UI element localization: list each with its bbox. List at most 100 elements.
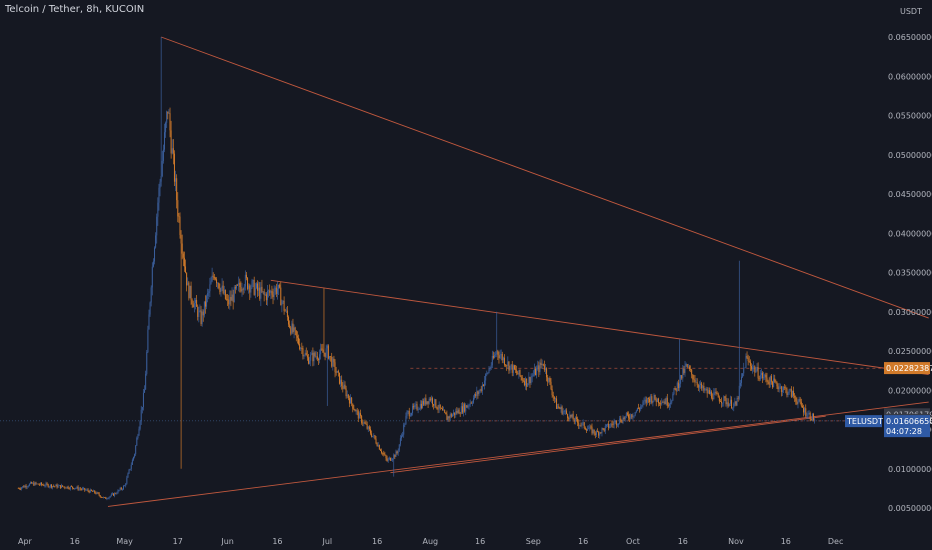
candle-body [691, 369, 693, 375]
candle-body [386, 458, 388, 462]
candle-body [436, 407, 438, 409]
candle-body [416, 404, 418, 410]
candle-body [389, 457, 391, 461]
candle-body [639, 408, 641, 410]
candle-body [140, 409, 142, 422]
candle-body [543, 365, 545, 370]
candle-body [789, 388, 791, 390]
candle-body [137, 435, 139, 439]
candle-body [728, 403, 730, 407]
candle-body [27, 486, 29, 487]
x-tick-label: May [116, 537, 133, 546]
candle-body [48, 486, 50, 488]
candle-body [762, 372, 764, 379]
candle-body [754, 366, 756, 373]
candle-body [300, 348, 302, 350]
candle-body [528, 377, 530, 384]
candle-body [136, 438, 138, 446]
candle-body [158, 187, 160, 203]
candle-body [491, 355, 493, 366]
candle-body [665, 397, 667, 405]
candle-body [731, 399, 733, 409]
candle-body [354, 409, 356, 412]
candle-body [537, 365, 539, 369]
candle-body [38, 484, 40, 486]
candle-body [766, 377, 768, 382]
candle-body [525, 378, 527, 386]
candle-body [312, 352, 314, 362]
candle-body [322, 349, 324, 353]
candle-body [320, 348, 322, 355]
candle-body [377, 445, 379, 447]
candle-body [516, 369, 518, 374]
candle-body [33, 482, 35, 486]
candle-body [231, 294, 233, 301]
candle-body [727, 402, 729, 407]
candle-body [447, 416, 449, 420]
candle-body [182, 253, 184, 258]
candle-body [129, 468, 131, 470]
x-tick-label: Nov [728, 537, 744, 546]
candle-body [146, 352, 148, 374]
y-tick-label: 0.04000000 [888, 229, 932, 238]
candle-body [621, 421, 623, 423]
candle-body [729, 399, 731, 404]
candle-body [37, 483, 39, 485]
candle-body [767, 381, 769, 383]
candle-body [622, 417, 624, 423]
candle-body [490, 365, 492, 369]
candle-body [769, 376, 771, 385]
level-price-tag-bg [884, 362, 930, 375]
candle-body [395, 451, 397, 457]
candle-body [716, 393, 718, 395]
candle-body [441, 408, 443, 411]
candle-body [348, 398, 350, 404]
candle-body [660, 403, 662, 405]
ticker-tag-label: TELUSDT [846, 417, 883, 426]
candle-body [343, 384, 345, 389]
candle-body [177, 200, 179, 217]
countdown-label: 04:07:28 [886, 427, 922, 436]
candle-body [253, 279, 255, 295]
candle-body [783, 387, 785, 391]
candle-body [419, 403, 421, 409]
candle-body [714, 391, 716, 393]
candle-body [484, 380, 486, 386]
candle-body [307, 357, 309, 364]
candle-body [26, 486, 28, 488]
candle-body [797, 401, 799, 405]
candle-body [356, 410, 358, 412]
candle-body [435, 399, 437, 408]
candle-body [304, 352, 306, 356]
candle-body [29, 482, 31, 484]
candle-body [75, 488, 77, 489]
candle-body [760, 372, 762, 376]
candle-body [809, 412, 811, 419]
candle-body [790, 388, 792, 397]
candle-body [357, 411, 359, 419]
candle-body [28, 483, 30, 487]
candle-body [170, 130, 172, 154]
candle-body [172, 148, 174, 154]
candle-body [362, 422, 364, 424]
candle-body [245, 274, 247, 278]
candle-body [742, 373, 744, 377]
candle-body [69, 486, 71, 489]
price-tag-bg [884, 408, 930, 420]
candle-body [278, 284, 280, 289]
candle-body [606, 423, 608, 425]
candle-body [185, 266, 187, 273]
candle-body [432, 398, 434, 405]
candle-body [344, 384, 346, 389]
candle-body [811, 413, 813, 421]
candle-body [200, 310, 202, 325]
candle-body [222, 285, 224, 294]
candle-body [653, 395, 655, 401]
candle-body [429, 398, 431, 401]
candle-body [302, 348, 304, 357]
candle-body [392, 458, 394, 460]
candle-body [223, 289, 225, 294]
candle-body [480, 389, 482, 391]
candle-body [558, 406, 560, 408]
